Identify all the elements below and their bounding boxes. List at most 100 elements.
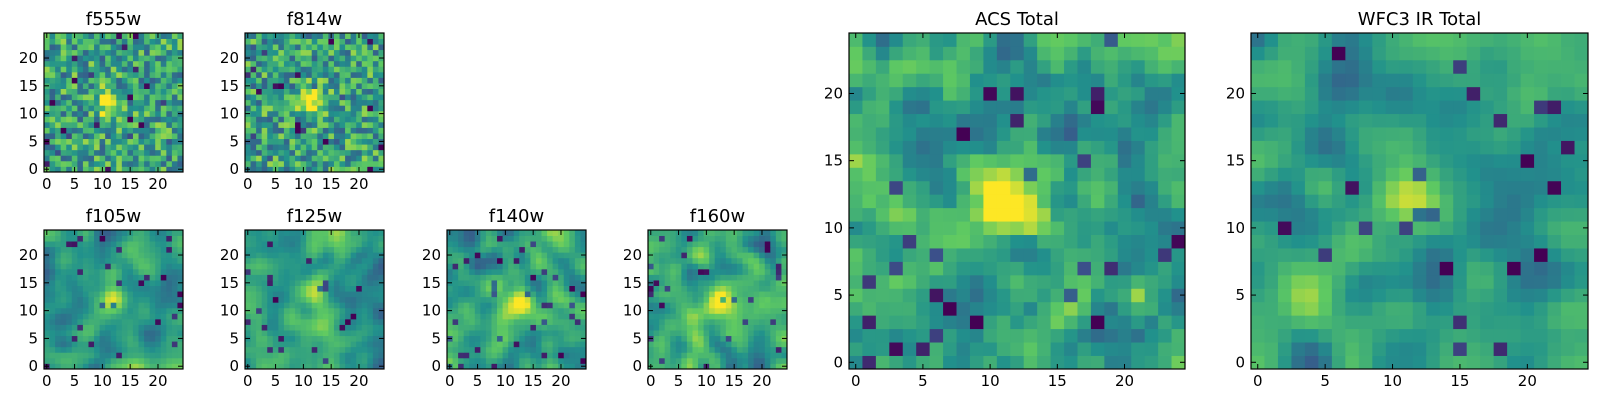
heatmap-cell bbox=[278, 127, 285, 134]
heatmap-cell bbox=[272, 268, 279, 275]
heatmap-cell bbox=[339, 116, 346, 123]
heatmap-cell bbox=[339, 296, 346, 303]
heatmap-cell bbox=[245, 144, 251, 151]
heatmap-cell bbox=[1358, 288, 1373, 303]
heatmap-cell bbox=[469, 307, 476, 314]
heatmap-cell bbox=[759, 285, 766, 292]
heatmap-cell bbox=[983, 100, 998, 115]
heatmap-cell bbox=[902, 100, 917, 115]
heatmap-cell bbox=[144, 246, 151, 253]
heatmap-cell bbox=[155, 280, 162, 286]
heatmap-cell bbox=[283, 307, 290, 314]
heatmap-cell bbox=[1104, 328, 1119, 343]
heatmap-cell bbox=[1439, 301, 1454, 316]
heatmap-cell bbox=[160, 33, 167, 39]
heatmap-cell bbox=[659, 241, 666, 248]
heatmap-cell bbox=[742, 268, 749, 275]
heatmap-cell bbox=[160, 77, 167, 84]
heatmap-cell bbox=[94, 127, 100, 134]
heatmap-cell bbox=[328, 155, 335, 162]
heatmap-cell bbox=[720, 313, 727, 320]
heatmap-cell bbox=[513, 352, 520, 359]
heatmap-cell bbox=[99, 296, 106, 303]
heatmap-cell bbox=[250, 335, 257, 342]
heatmap-cell bbox=[902, 301, 917, 316]
heatmap-cell bbox=[144, 71, 151, 78]
heatmap-cell bbox=[736, 274, 743, 281]
heatmap-cell bbox=[916, 100, 931, 115]
heatmap-cell bbox=[731, 341, 738, 348]
heatmap-cell bbox=[110, 302, 117, 309]
heatmap-cell bbox=[524, 302, 531, 309]
heatmap-cell bbox=[132, 352, 139, 359]
heatmap-cell bbox=[709, 307, 716, 314]
heatmap-cell bbox=[563, 313, 570, 320]
heatmap-cell bbox=[491, 330, 498, 337]
heatmap-cell bbox=[311, 66, 318, 73]
heatmap-cell bbox=[748, 363, 755, 370]
heatmap-cell bbox=[508, 257, 515, 264]
heatmap-cell bbox=[66, 268, 73, 275]
heatmap-cell bbox=[311, 60, 318, 67]
heatmap-cell bbox=[99, 60, 106, 67]
heatmap-cell bbox=[692, 268, 699, 275]
heatmap-cell bbox=[574, 296, 581, 303]
heatmap-cell bbox=[480, 330, 487, 337]
heatmap-cell bbox=[1466, 288, 1481, 303]
heatmap-cell bbox=[372, 66, 379, 73]
heatmap-cell bbox=[916, 234, 931, 249]
heatmap-cell bbox=[535, 341, 542, 348]
heatmap-cell bbox=[1358, 221, 1373, 235]
heatmap-cell bbox=[66, 44, 73, 51]
heatmap-cell bbox=[558, 352, 565, 359]
heatmap-cell bbox=[105, 149, 112, 156]
heatmap-cell bbox=[875, 207, 890, 222]
heatmap-cell bbox=[372, 280, 379, 286]
heatmap-cell bbox=[289, 33, 296, 39]
heatmap-cell bbox=[361, 133, 368, 140]
heatmap-cell bbox=[491, 296, 498, 303]
heatmap-cell bbox=[121, 230, 128, 236]
heatmap-cell bbox=[245, 116, 251, 123]
heatmap-cell bbox=[1426, 248, 1441, 262]
heatmap-cell bbox=[681, 324, 688, 331]
heatmap-cell bbox=[1277, 261, 1292, 276]
heatmap-cell bbox=[558, 307, 565, 314]
heatmap-cell bbox=[356, 71, 363, 78]
heatmap-cell bbox=[1023, 100, 1038, 115]
heatmap-cell bbox=[1520, 274, 1535, 289]
heatmap-cell bbox=[71, 149, 78, 156]
heatmap-cell bbox=[171, 155, 178, 162]
heatmap-cell bbox=[902, 33, 917, 47]
heatmap-cell bbox=[267, 313, 274, 320]
heatmap-cell bbox=[1144, 127, 1159, 141]
heatmap-cell bbox=[983, 342, 998, 356]
heatmap-cell bbox=[283, 330, 290, 337]
heatmap-cell bbox=[569, 335, 576, 342]
heatmap-cell bbox=[256, 268, 263, 275]
heatmap-cell bbox=[82, 335, 89, 342]
heatmap-cell bbox=[306, 318, 313, 325]
heatmap-cell bbox=[88, 363, 95, 370]
axes-frame bbox=[446, 229, 587, 370]
heatmap-cell bbox=[378, 257, 385, 264]
heatmap-cell bbox=[367, 33, 374, 39]
heatmap-cell bbox=[902, 140, 917, 155]
heatmap-cell bbox=[44, 149, 50, 156]
heatmap-cell bbox=[675, 335, 682, 342]
heatmap-cell bbox=[670, 330, 677, 337]
heatmap-cell bbox=[714, 324, 721, 331]
heatmap-cell bbox=[1144, 288, 1159, 303]
heatmap-cell bbox=[463, 241, 470, 248]
heatmap-cell bbox=[121, 144, 128, 151]
heatmap-cell bbox=[580, 235, 587, 242]
heatmap-cell bbox=[267, 71, 274, 78]
heatmap-cell bbox=[250, 121, 257, 128]
heatmap-cell bbox=[675, 252, 682, 259]
heatmap-cell bbox=[1037, 46, 1051, 61]
heatmap-cell bbox=[295, 166, 301, 173]
heatmap-cell bbox=[1466, 207, 1481, 222]
heatmap-cell bbox=[88, 352, 95, 359]
heatmap-cell bbox=[452, 313, 459, 320]
heatmap-cell bbox=[272, 357, 279, 364]
